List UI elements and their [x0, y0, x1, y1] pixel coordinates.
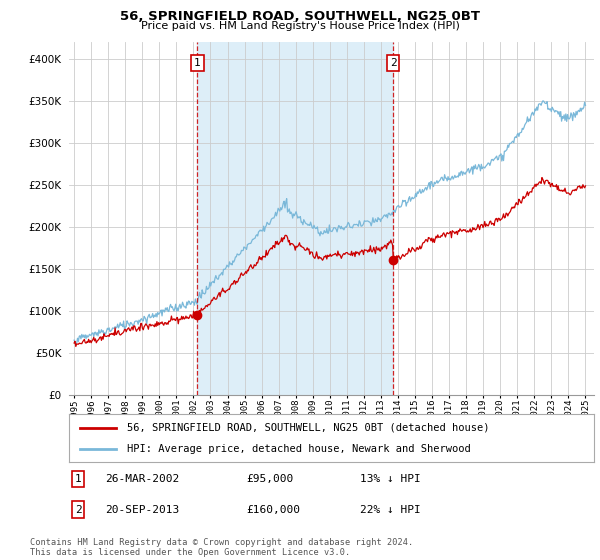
Text: HPI: Average price, detached house, Newark and Sherwood: HPI: Average price, detached house, Newa… [127, 444, 470, 454]
Text: £160,000: £160,000 [246, 505, 300, 515]
Text: 56, SPRINGFIELD ROAD, SOUTHWELL, NG25 0BT (detached house): 56, SPRINGFIELD ROAD, SOUTHWELL, NG25 0B… [127, 423, 489, 433]
Text: 2: 2 [390, 58, 397, 68]
Text: 56, SPRINGFIELD ROAD, SOUTHWELL, NG25 0BT: 56, SPRINGFIELD ROAD, SOUTHWELL, NG25 0B… [120, 10, 480, 23]
Text: 26-MAR-2002: 26-MAR-2002 [105, 474, 179, 484]
Text: £95,000: £95,000 [246, 474, 293, 484]
Text: 20-SEP-2013: 20-SEP-2013 [105, 505, 179, 515]
Text: 13% ↓ HPI: 13% ↓ HPI [360, 474, 421, 484]
Text: 22% ↓ HPI: 22% ↓ HPI [360, 505, 421, 515]
Text: Contains HM Land Registry data © Crown copyright and database right 2024.
This d: Contains HM Land Registry data © Crown c… [30, 538, 413, 557]
Text: 2: 2 [74, 505, 82, 515]
Text: Price paid vs. HM Land Registry's House Price Index (HPI): Price paid vs. HM Land Registry's House … [140, 21, 460, 31]
Bar [197, 42, 393, 395]
Text: 1: 1 [194, 58, 201, 68]
Text: 1: 1 [74, 474, 82, 484]
